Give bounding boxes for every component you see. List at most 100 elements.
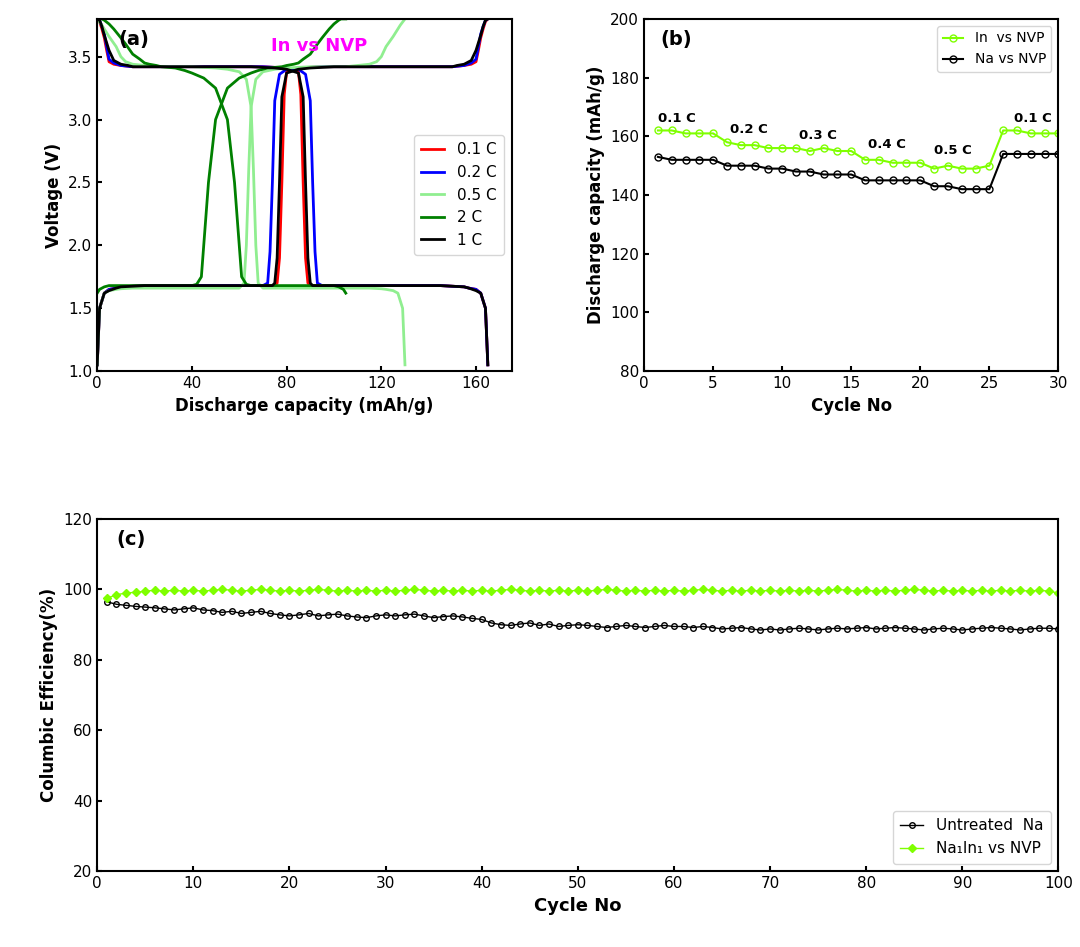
Y-axis label: Discharge capacity (mAh/g): Discharge capacity (mAh/g)	[586, 66, 605, 324]
0.2 C	[266, 177, 279, 188]
0.5 C	[126, 282, 139, 294]
In  vs NVP	[706, 128, 719, 139]
2 C	[202, 177, 215, 188]
2 C	[244, 67, 257, 79]
Na vs NVP	[955, 184, 968, 195]
2 C	[252, 64, 265, 76]
Text: 0.2 C: 0.2 C	[730, 123, 768, 136]
In  vs NVP	[887, 157, 900, 169]
0.5 C	[249, 74, 262, 85]
1 C	[480, 14, 492, 26]
0.5 C	[370, 56, 383, 67]
0.1 C	[114, 281, 127, 293]
Legend: 0.1 C, 0.2 C, 0.5 C, 2 C, 1 C: 0.1 C, 0.2 C, 0.5 C, 2 C, 1 C	[414, 134, 504, 256]
2 C	[292, 57, 305, 68]
Na vs NVP	[706, 154, 719, 166]
2 C	[256, 63, 269, 75]
Na vs NVP	[887, 174, 900, 186]
0.1 C	[233, 280, 246, 292]
0.2 C	[470, 54, 483, 65]
X-axis label: Cycle No: Cycle No	[534, 897, 622, 915]
In  vs NVP	[873, 154, 886, 166]
Legend: Untreated  Na, Na₁In₁ vs NVP: Untreated Na, Na₁In₁ vs NVP	[893, 811, 1051, 864]
0.1 C	[275, 177, 288, 188]
1 C	[315, 62, 328, 73]
In  vs NVP	[665, 125, 678, 136]
2 C	[138, 280, 151, 292]
0.2 C	[375, 61, 388, 72]
Text: In vs NVP: In vs NVP	[271, 37, 367, 55]
1 C	[186, 280, 199, 292]
1 C	[93, 302, 106, 313]
1 C	[126, 280, 139, 292]
0.2 C	[210, 280, 222, 292]
Na vs NVP	[1024, 149, 1037, 160]
Line: 1 C: 1 C	[97, 19, 488, 365]
0.2 C	[244, 280, 257, 292]
Text: (a): (a)	[118, 29, 149, 48]
0.1 C	[480, 16, 492, 27]
0.2 C	[138, 280, 151, 292]
Na₁In₁ vs NVP	[330, 585, 343, 597]
X-axis label: Cycle No: Cycle No	[811, 397, 892, 415]
0.1 C	[93, 302, 106, 313]
0.1 C	[103, 284, 116, 295]
0.5 C	[210, 282, 222, 294]
0.5 C	[303, 61, 316, 72]
Na₁In₁ vs NVP	[600, 583, 613, 595]
0.2 C	[482, 13, 495, 25]
2 C	[337, 13, 350, 25]
In  vs NVP	[1024, 128, 1037, 139]
Na₁In₁ vs NVP	[677, 585, 690, 597]
1 C	[375, 61, 388, 72]
0.5 C	[98, 288, 111, 299]
Untreated  Na	[283, 610, 296, 621]
0.2 C	[273, 68, 286, 80]
Na vs NVP	[1038, 149, 1051, 160]
0.1 C	[476, 24, 489, 35]
2 C	[186, 280, 199, 292]
0.5 C	[233, 282, 246, 294]
1 C	[110, 282, 123, 294]
In  vs NVP	[928, 163, 941, 174]
In  vs NVP	[942, 160, 955, 171]
2 C	[333, 14, 346, 26]
0.2 C	[261, 277, 274, 289]
0.5 C	[103, 285, 116, 296]
Na vs NVP	[748, 160, 761, 171]
0.2 C	[327, 61, 340, 72]
0.1 C	[278, 89, 291, 100]
0.2 C	[351, 61, 364, 72]
0.2 C	[162, 280, 175, 292]
In  vs NVP	[969, 163, 982, 174]
0.1 C	[464, 59, 477, 70]
0.5 C	[363, 59, 376, 70]
Y-axis label: Columbic Efficiency(%): Columbic Efficiency(%)	[40, 588, 58, 802]
0.2 C	[256, 280, 269, 292]
Legend: In  vs NVP, Na vs NVP: In vs NVP, Na vs NVP	[937, 26, 1052, 72]
0.1 C	[162, 280, 175, 292]
Text: 0.1 C: 0.1 C	[1014, 112, 1052, 125]
In  vs NVP	[955, 163, 968, 174]
2 C	[162, 280, 175, 292]
2 C	[323, 24, 336, 35]
0.5 C	[394, 20, 407, 31]
1 C	[275, 91, 288, 102]
0.1 C	[256, 280, 269, 292]
1 C	[351, 61, 364, 72]
In  vs NVP	[845, 145, 858, 156]
0.5 C	[93, 302, 106, 313]
0.2 C	[280, 63, 293, 75]
In  vs NVP	[761, 142, 774, 153]
0.2 C	[93, 302, 106, 313]
0.5 C	[221, 282, 234, 294]
0.1 C	[482, 13, 495, 25]
2 C	[297, 54, 310, 65]
2 C	[91, 288, 104, 299]
Untreated  Na	[322, 609, 335, 620]
Line: Na₁In₁ vs NVP: Na₁In₁ vs NVP	[104, 587, 1062, 601]
2 C	[268, 62, 281, 73]
2 C	[103, 280, 116, 292]
0.1 C	[138, 280, 151, 292]
Text: (b): (b)	[661, 29, 692, 48]
